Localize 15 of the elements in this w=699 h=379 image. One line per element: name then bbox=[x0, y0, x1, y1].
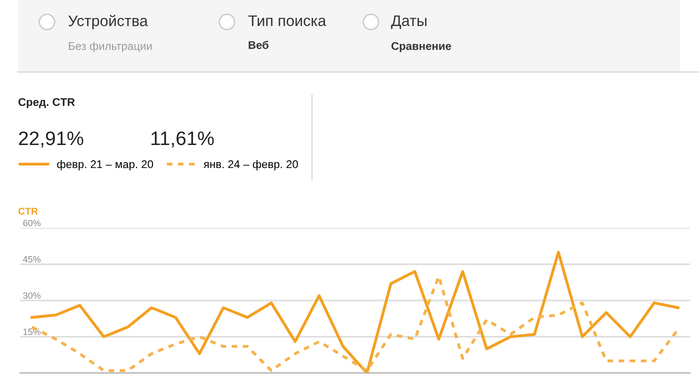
text: 11,61% bbox=[151, 131, 214, 148]
text: Устройства bbox=[68, 14, 148, 30]
text: Тип поиска bbox=[248, 15, 326, 26]
legend-label: янв. 24 – февр. 20 bbox=[204, 160, 298, 170]
y-tick-label: 60% bbox=[23, 220, 41, 226]
text: Сравнение bbox=[391, 42, 452, 52]
text: Без фильтрации bbox=[68, 42, 152, 52]
text: Сред. CTR bbox=[18, 98, 75, 108]
text: 22,91% bbox=[18, 131, 84, 148]
y-tick-label: 45% bbox=[22, 256, 41, 262]
text: Даты bbox=[391, 15, 426, 29]
y-axis-title: CTR bbox=[18, 208, 38, 215]
y-tick-label: 30% bbox=[23, 292, 41, 299]
legend-label: февр. 21 – мар. 20 bbox=[57, 160, 154, 170]
text: Веб bbox=[248, 40, 268, 49]
